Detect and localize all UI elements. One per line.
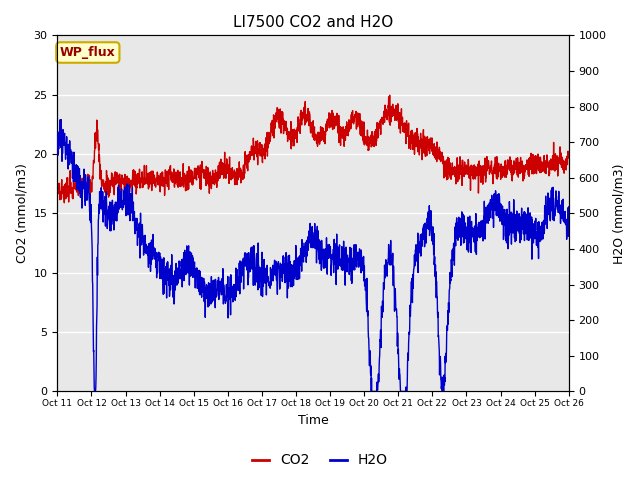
- Text: WP_flux: WP_flux: [60, 46, 116, 59]
- Legend: CO2, H2O: CO2, H2O: [246, 448, 394, 473]
- Title: LI7500 CO2 and H2O: LI7500 CO2 and H2O: [233, 15, 393, 30]
- Y-axis label: CO2 (mmol/m3): CO2 (mmol/m3): [15, 163, 28, 264]
- X-axis label: Time: Time: [298, 414, 328, 427]
- Y-axis label: H2O (mmol/m3): H2O (mmol/m3): [612, 163, 625, 264]
